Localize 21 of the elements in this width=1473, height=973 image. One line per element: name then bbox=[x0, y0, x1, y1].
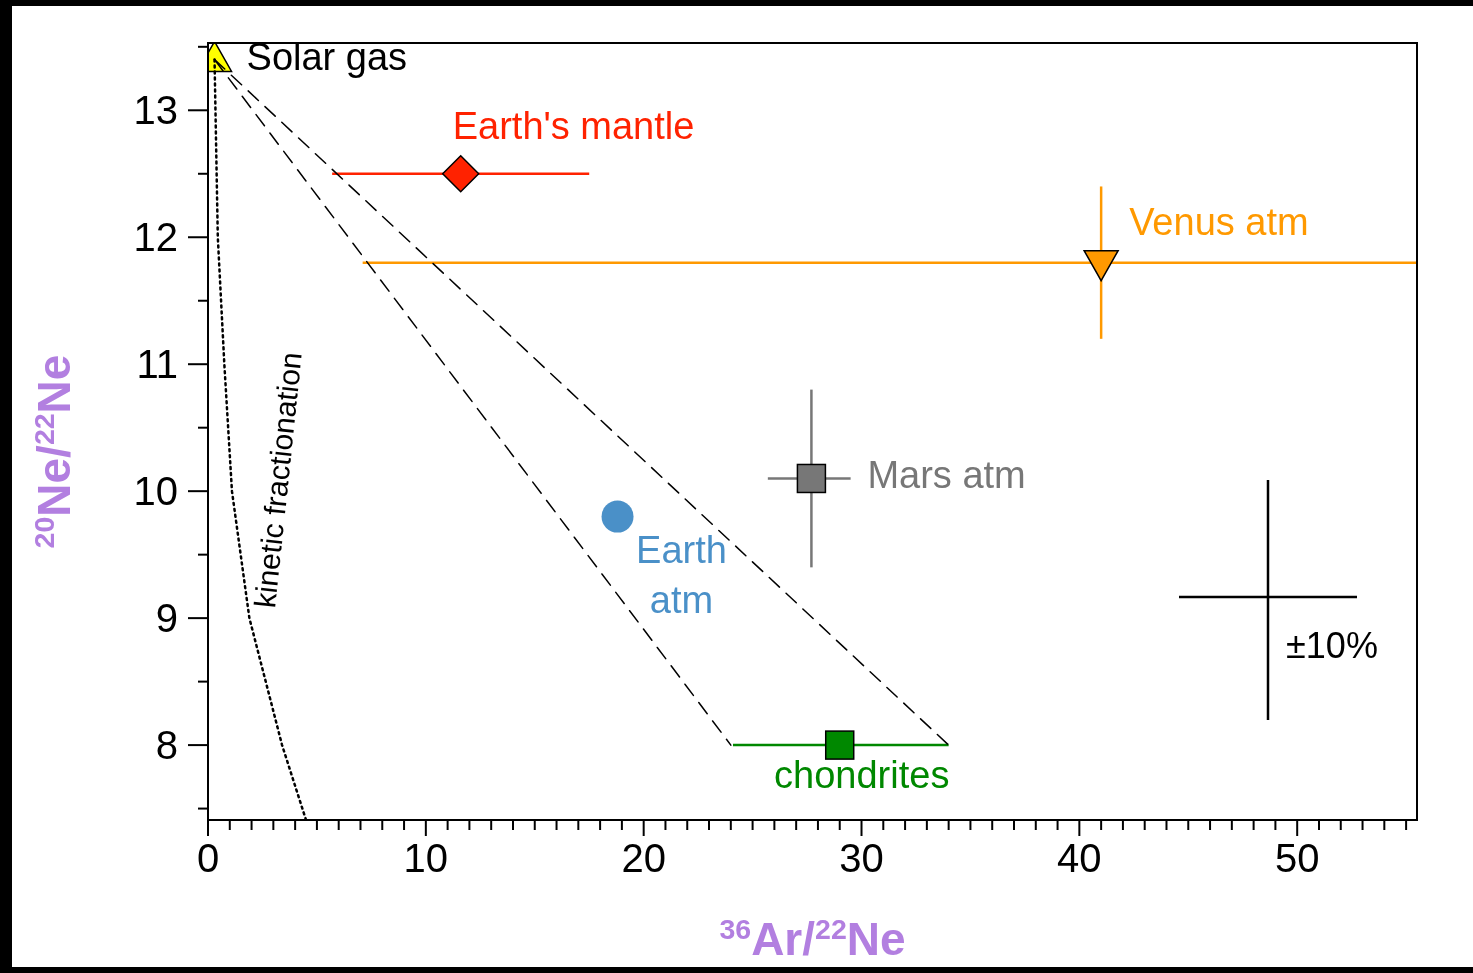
x-tick-label: 30 bbox=[839, 836, 884, 880]
series-label: Solar gas bbox=[246, 35, 408, 78]
y-tick-label: 11 bbox=[136, 342, 178, 387]
annotation: ±10% bbox=[1286, 624, 1378, 666]
x-axis-title: $^{36}$Ar/$^{22}$Ne bbox=[719, 913, 906, 965]
x-tick-label: 40 bbox=[1057, 836, 1102, 880]
x-tick-label: 0 bbox=[196, 836, 220, 880]
y-tick-label: 8 bbox=[155, 723, 178, 768]
x-tick-label: 50 bbox=[1274, 836, 1320, 880]
annotation: kinetic fractionation bbox=[248, 350, 308, 610]
y-tick-label: 10 bbox=[133, 469, 178, 514]
x-tick-label: 20 bbox=[621, 836, 666, 880]
series-label: Mars atm bbox=[867, 454, 1026, 497]
series-label: Venus atm bbox=[1129, 200, 1309, 243]
y-tick-label: 12 bbox=[133, 215, 178, 260]
y-tick-label: 13 bbox=[133, 88, 178, 133]
series-label: chondrites bbox=[774, 754, 950, 797]
series-label: Earth's mantle bbox=[452, 104, 695, 147]
y-tick-label: 9 bbox=[155, 596, 178, 641]
series-label: Earth atm bbox=[636, 528, 727, 621]
x-tick-label: 10 bbox=[403, 836, 449, 880]
